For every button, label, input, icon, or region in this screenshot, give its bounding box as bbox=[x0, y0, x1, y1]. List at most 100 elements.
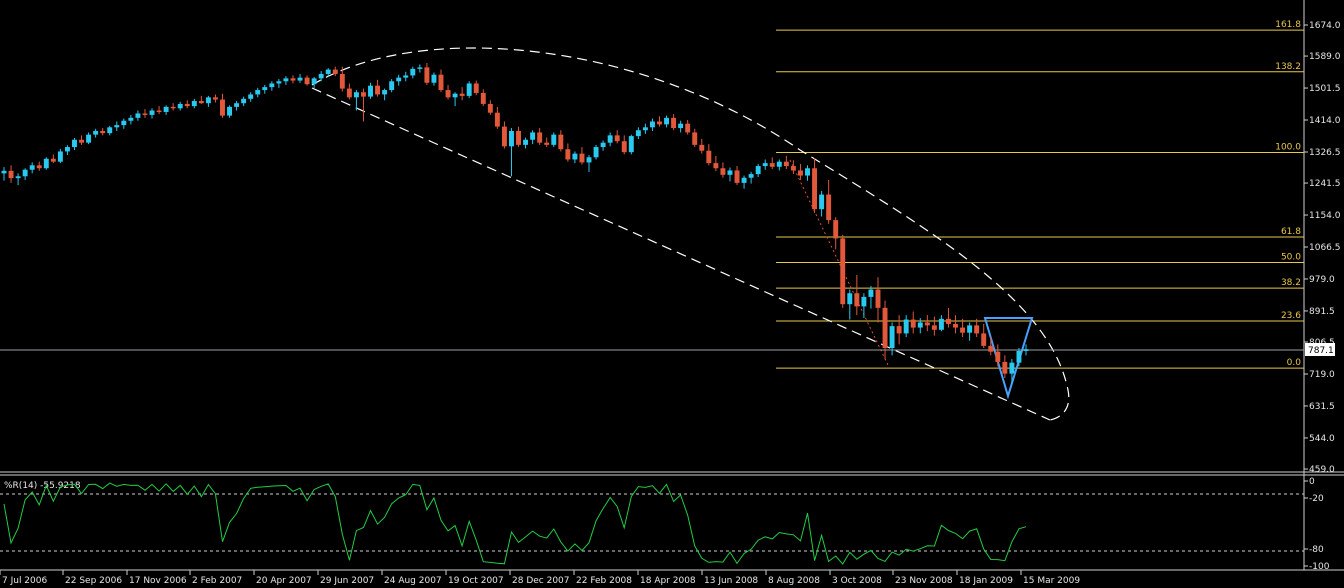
candle-body bbox=[551, 134, 557, 145]
candle-body bbox=[255, 90, 261, 95]
candle-body bbox=[86, 134, 92, 143]
candle-body bbox=[974, 325, 980, 334]
candle-body bbox=[445, 90, 451, 98]
candle-body bbox=[36, 165, 42, 169]
candle-body bbox=[241, 98, 247, 104]
wr-tick-label: -80 bbox=[1309, 545, 1324, 555]
candle-body bbox=[375, 85, 381, 95]
candle-body bbox=[523, 139, 529, 145]
blue-triangle bbox=[983, 317, 1034, 400]
candle-body bbox=[805, 168, 810, 176]
candle-body bbox=[783, 161, 789, 167]
candle-body bbox=[410, 68, 416, 76]
wr-tick-label: -20 bbox=[1309, 494, 1324, 504]
candle-body bbox=[473, 83, 479, 93]
price-tick-label: 1674.0 bbox=[1309, 21, 1341, 31]
candle-body bbox=[220, 99, 225, 116]
candle-body bbox=[995, 351, 1001, 362]
candle-body bbox=[847, 293, 853, 305]
candle-body bbox=[100, 130, 106, 134]
candle-body bbox=[593, 147, 599, 158]
candle-body bbox=[332, 69, 338, 74]
candle-body bbox=[769, 163, 775, 167]
date-tick-label: 17 Nov 2006 bbox=[129, 576, 187, 586]
candle-body bbox=[776, 161, 782, 167]
candle-body bbox=[353, 92, 359, 98]
candle-body bbox=[318, 73, 324, 79]
date-tick-label: 28 Dec 2007 bbox=[512, 576, 570, 586]
candle-body bbox=[459, 93, 465, 96]
fibonacci-levels: 161.8 138.2 100.0 61.8 50.0 38.2 23.6 0.0 bbox=[776, 20, 1304, 369]
candle-body bbox=[43, 158, 49, 169]
candle-body bbox=[198, 101, 204, 104]
candle-body bbox=[128, 117, 134, 121]
date-tick-label: 18 Jan 2009 bbox=[959, 576, 1013, 586]
candle-body bbox=[600, 142, 606, 148]
date-tick-label: 8 Aug 2008 bbox=[768, 576, 820, 586]
candle-body bbox=[953, 323, 958, 328]
williams-r-label: %R(14) -55.9218 bbox=[4, 481, 81, 491]
candle-body bbox=[565, 149, 571, 160]
date-tick-label: 13 Jun 2008 bbox=[704, 576, 758, 586]
candle-body bbox=[382, 90, 388, 95]
candle-body bbox=[960, 327, 966, 333]
price-tick-label: 1154.0 bbox=[1309, 211, 1341, 221]
candle-body bbox=[790, 166, 796, 171]
candle-body bbox=[212, 97, 218, 100]
candle-body bbox=[431, 74, 437, 83]
candle-body bbox=[509, 130, 514, 147]
candle-body bbox=[797, 170, 803, 176]
candle-body bbox=[494, 112, 500, 127]
candle-body bbox=[741, 177, 747, 183]
candle-body bbox=[276, 81, 282, 84]
date-tick-label: 7 Jul 2006 bbox=[2, 576, 47, 586]
candle-body bbox=[487, 103, 493, 113]
fib-level-label: 0.0 bbox=[1287, 358, 1302, 368]
frame bbox=[0, 0, 1344, 571]
candle-body bbox=[163, 106, 169, 112]
candle-body bbox=[981, 333, 987, 346]
candle-body bbox=[1, 170, 7, 174]
candle-body bbox=[854, 293, 860, 307]
candle-body bbox=[177, 103, 183, 109]
candle-body bbox=[819, 194, 825, 210]
candle-body bbox=[107, 127, 113, 134]
candle-body bbox=[685, 123, 691, 133]
candle-body bbox=[607, 135, 613, 143]
williams-r-panel: %R(14) -55.9218 bbox=[0, 481, 1304, 565]
candle-body bbox=[924, 322, 930, 326]
candle-body bbox=[283, 78, 289, 82]
candle-body bbox=[840, 238, 846, 305]
candle-body bbox=[621, 141, 627, 153]
fib-level-label: 138.2 bbox=[1275, 62, 1301, 72]
candle-body bbox=[826, 194, 832, 221]
candle-body bbox=[417, 67, 423, 69]
candle-body bbox=[191, 101, 197, 107]
date-tick-label: 2 Feb 2007 bbox=[192, 576, 242, 586]
fib-level-label: 61.8 bbox=[1281, 227, 1301, 237]
candle-body bbox=[988, 345, 994, 352]
candle-body bbox=[452, 93, 458, 98]
candle-body bbox=[480, 92, 486, 104]
candle-body bbox=[861, 296, 867, 307]
candle-body bbox=[748, 174, 754, 178]
candle-body bbox=[438, 74, 444, 91]
candle-body bbox=[290, 78, 296, 81]
candle-body bbox=[889, 326, 895, 349]
candle-body bbox=[917, 322, 923, 328]
candle-body bbox=[734, 170, 740, 183]
date-tick-label: 23 Nov 2008 bbox=[895, 576, 953, 586]
candle-body bbox=[530, 132, 536, 140]
candle-body bbox=[304, 77, 310, 85]
date-tick-label: 24 Aug 2007 bbox=[384, 576, 442, 586]
candle-body bbox=[184, 103, 190, 107]
fib-level-label: 38.2 bbox=[1281, 278, 1301, 288]
price-tick-label: 459.0 bbox=[1309, 465, 1335, 475]
candle-body bbox=[396, 77, 402, 82]
date-tick-label: 19 Oct 2007 bbox=[448, 576, 504, 586]
candle-body bbox=[114, 125, 120, 128]
fib-level-label: 161.8 bbox=[1275, 20, 1301, 30]
price-tick-label: 979.0 bbox=[1309, 275, 1335, 285]
candle-body bbox=[424, 67, 430, 83]
candle-body bbox=[579, 153, 585, 163]
